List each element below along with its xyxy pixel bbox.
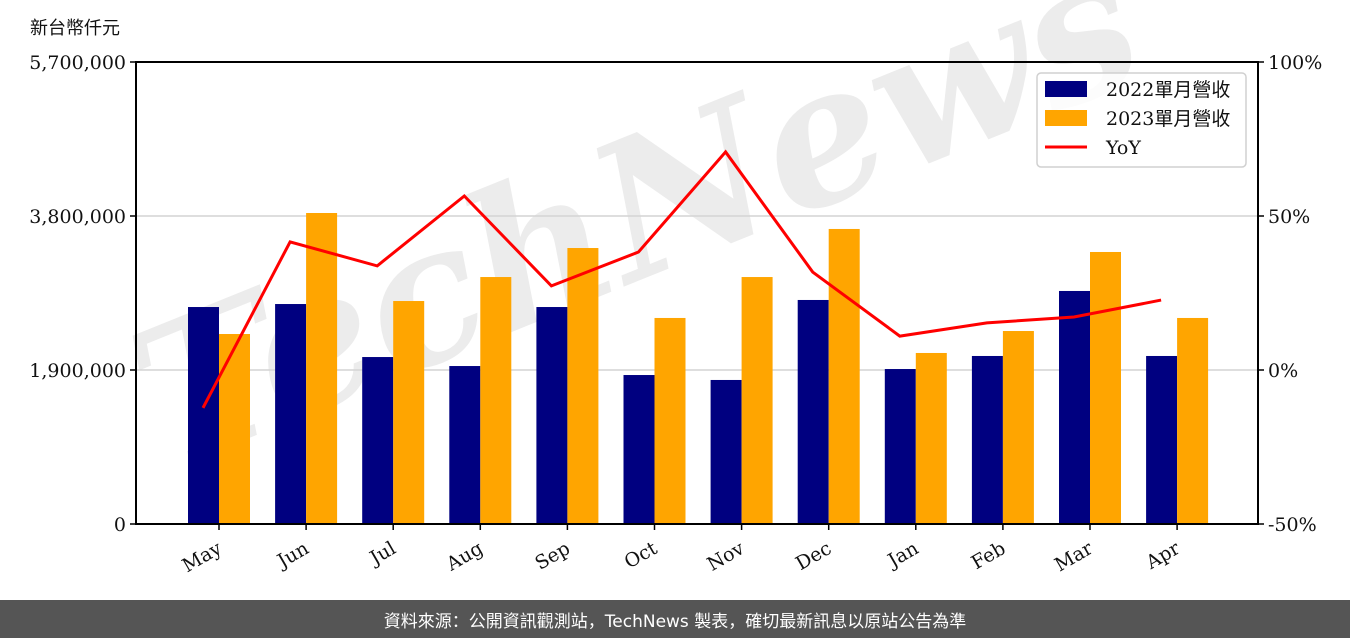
- legend: 2022單月營收 2023單月營收 YoY: [1036, 72, 1247, 168]
- bar-2022-sep: [536, 307, 568, 524]
- legend-label: 2022單月營收: [1106, 79, 1230, 101]
- y-axis-unit-label: 新台幣仟元: [30, 18, 120, 39]
- x-tick-label: Feb: [968, 537, 1010, 574]
- x-tick-label: Nov: [703, 537, 748, 576]
- bar-2023-aug: [480, 277, 512, 524]
- bar-2022-apr: [1146, 355, 1178, 524]
- y2-tick-label: -50%: [1268, 514, 1317, 536]
- bar-2022-mar: [1059, 290, 1090, 524]
- bar-2023-jul: [393, 301, 425, 524]
- y-tick-label: 0: [114, 514, 126, 536]
- bar-2022-feb: [971, 355, 1003, 524]
- x-tick-label: Jun: [272, 537, 313, 573]
- x-tick-label: Jan: [883, 537, 923, 573]
- bar-2022-jul: [362, 357, 394, 524]
- bar-2023-mar: [1090, 251, 1121, 524]
- bar-2023-sep: [567, 248, 599, 524]
- source-text: 資料來源：公開資訊觀測站，TechNews 製表，確切最新訊息以原站公告為準: [383, 611, 967, 632]
- bar-2022-aug: [449, 366, 481, 524]
- x-tick-label: Apr: [1141, 537, 1184, 574]
- x-tick-label: Sep: [531, 537, 574, 574]
- y-tick-label: 1,900,000: [29, 360, 126, 382]
- legend-label: 2023單月營收: [1106, 108, 1230, 130]
- bar-2022-oct: [623, 375, 655, 524]
- x-tick-label: Aug: [442, 537, 487, 576]
- bars-group: [188, 213, 1209, 525]
- legend-box: [1036, 72, 1247, 168]
- bar-2022-may: [188, 307, 219, 524]
- y-tick-label: 5,700,000: [29, 52, 126, 74]
- bar-2022-dec: [797, 299, 829, 524]
- bar-2023-may: [219, 334, 250, 524]
- legend-label: YoY: [1105, 137, 1141, 159]
- y-tick-label: 3,800,000: [29, 206, 126, 228]
- bar-2022-nov: [710, 379, 742, 524]
- x-tick-label: Mar: [1051, 537, 1097, 576]
- bar-2022-jan: [884, 369, 916, 524]
- plot-frame: [135, 61, 1259, 525]
- y2-tick-label: 50%: [1268, 206, 1310, 228]
- bar-2022-jun: [275, 304, 307, 524]
- bar-2023-dec: [828, 228, 860, 524]
- legend-swatch-0: [1045, 81, 1087, 97]
- bar-2023-oct: [654, 317, 686, 524]
- x-tick-label: Oct: [621, 537, 662, 573]
- x-tick-label: Dec: [792, 537, 835, 575]
- x-tick-label: May: [179, 537, 226, 577]
- yoy-line: [201, 149, 1162, 409]
- legend-swatch-1: [1045, 110, 1087, 126]
- y2-tick-label: 100%: [1268, 52, 1322, 74]
- bar-2023-jun: [306, 213, 338, 525]
- x-tick-label: Jul: [365, 537, 400, 570]
- bar-2023-nov: [741, 277, 773, 524]
- y2-tick-label: 0%: [1268, 360, 1298, 382]
- bar-2023-jan: [915, 352, 947, 524]
- revenue-chart: TechNews01,900,0003,800,0005,700,000-50%…: [29, 0, 1322, 577]
- bar-2023-apr: [1177, 317, 1209, 524]
- source-footer: 資料來源：公開資訊觀測站，TechNews 製表，確切最新訊息以原站公告為準: [0, 600, 1350, 638]
- bar-2023-feb: [1002, 331, 1034, 524]
